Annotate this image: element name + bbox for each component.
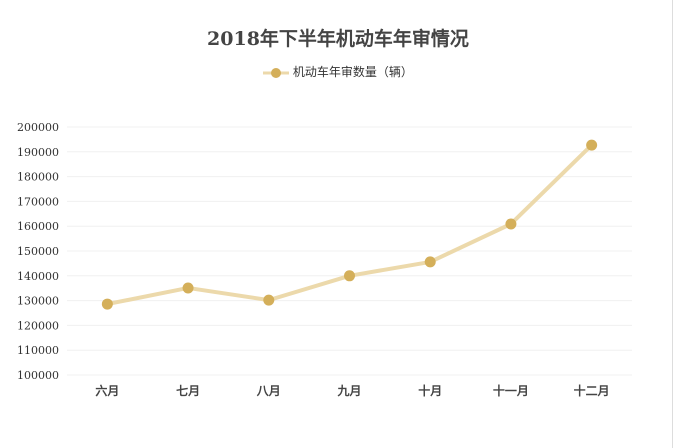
data-point — [182, 282, 194, 294]
frame-border — [672, 0, 673, 448]
legend-marker — [263, 67, 290, 78]
data-point — [344, 270, 355, 282]
x-tick-label: 八月 — [256, 384, 281, 398]
y-tick-label: 120000 — [17, 319, 59, 332]
legend-label: 机动车年审数量（辆） — [292, 65, 413, 79]
data-point — [101, 298, 113, 310]
y-tick-label: 130000 — [17, 295, 59, 308]
data-point — [263, 294, 275, 306]
x-tick-label: 十一月 — [493, 383, 529, 398]
y-tick-label: 200000 — [17, 121, 59, 134]
x-tick-label: 十月 — [418, 383, 442, 398]
y-tick-label: 160000 — [17, 220, 59, 233]
x-tick-label: 六月 — [95, 383, 119, 398]
y-tick-label: 140000 — [17, 270, 59, 283]
y-tick-label: 110000 — [17, 344, 59, 357]
x-tick-label: 七月 — [176, 384, 200, 398]
data-point — [505, 218, 517, 230]
legend[interactable]: 机动车年审数量（辆） — [0, 63, 676, 80]
x-tick-label: 十二月 — [574, 383, 610, 398]
data-point — [424, 256, 436, 268]
y-tick-label: 170000 — [17, 195, 59, 208]
y-tick-label: 150000 — [17, 245, 59, 258]
x-tick-label: 九月 — [336, 383, 361, 398]
data-point — [586, 139, 598, 151]
y-tick-label: 180000 — [17, 171, 59, 184]
y-tick-label: 100000 — [17, 369, 59, 382]
y-tick-label: 190000 — [17, 146, 59, 159]
chart-title: 2018年下半年机动车年审情况 — [207, 28, 469, 50]
